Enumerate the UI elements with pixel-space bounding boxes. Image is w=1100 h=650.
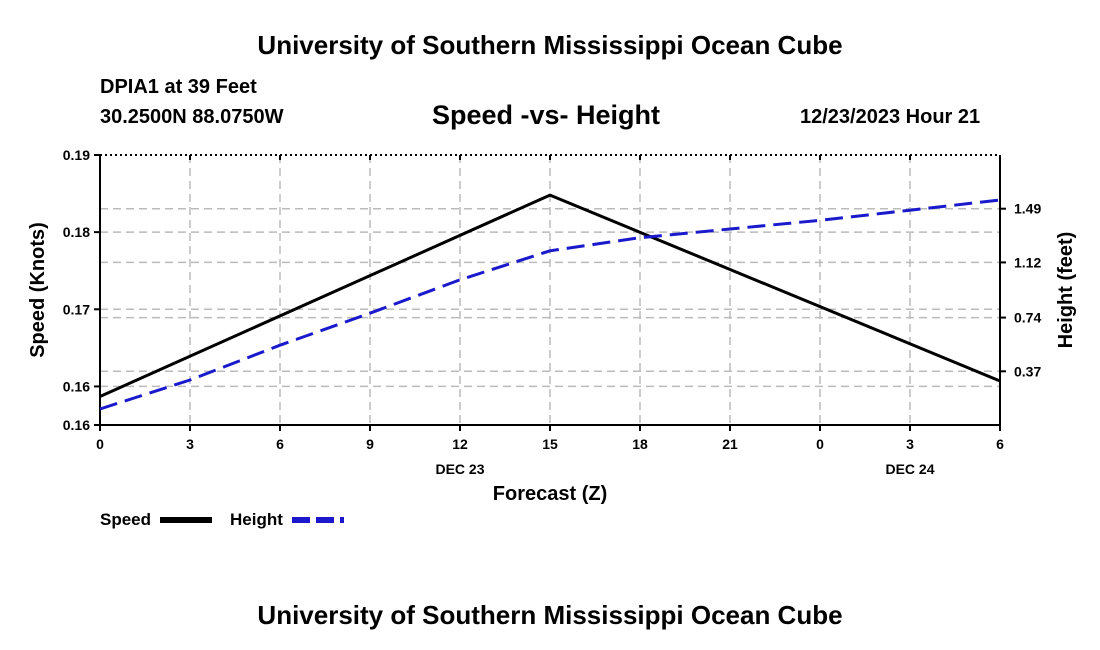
series-line-speed (99, 193, 1001, 398)
y-right-tick-label: 1.49 (1014, 201, 1041, 217)
y-left-tick-label: 0.19 (63, 147, 90, 163)
x-tick-label: 6 (276, 436, 284, 452)
y-right-tick-label: 1.12 (1014, 254, 1041, 270)
datetime-label: 12/23/2023 Hour 21 (800, 106, 981, 128)
chart-title: Speed -vs- Height (432, 100, 661, 130)
legend-label-height: Height (230, 510, 283, 529)
x-tick-label: 9 (366, 436, 374, 452)
x-tick-label: 3 (186, 436, 194, 452)
x-tick-label: 18 (632, 436, 648, 452)
x-tick-label: 12 (452, 436, 468, 452)
legend-label-speed: Speed (100, 510, 151, 529)
date-label: DEC 23 (435, 461, 484, 477)
footer-title: University of Southern Mississippi Ocean… (257, 600, 843, 630)
y-right-tick-label: 0.37 (1014, 363, 1041, 379)
x-axis-title: Forecast (Z) (493, 483, 607, 505)
x-tick-label: 3 (906, 436, 914, 452)
x-tick-label: 0 (96, 436, 104, 452)
y-right-axis-title: Height (feet) (1055, 232, 1077, 349)
y-right-tick-label: 0.74 (1014, 310, 1041, 326)
y-left-tick-label: 0.16 (63, 417, 90, 433)
y-left-axis-title: Speed (Knots) (27, 222, 49, 358)
station-label: DPIA1 at 39 Feet (100, 76, 257, 98)
x-tick-label: 0 (816, 436, 824, 452)
x-tick-label: 21 (722, 436, 738, 452)
date-label: DEC 24 (885, 461, 934, 477)
y-left-tick-label: 0.16 (63, 378, 90, 394)
coordinates-label: 30.2500N 88.0750W (100, 106, 284, 128)
main-title: University of Southern Mississippi Ocean… (257, 30, 843, 60)
y-left-tick-label: 0.17 (63, 301, 90, 317)
y-left-tick-label: 0.18 (63, 224, 90, 240)
x-tick-label: 15 (542, 436, 558, 452)
series-line-height (99, 198, 1001, 411)
x-tick-label: 6 (996, 436, 1004, 452)
